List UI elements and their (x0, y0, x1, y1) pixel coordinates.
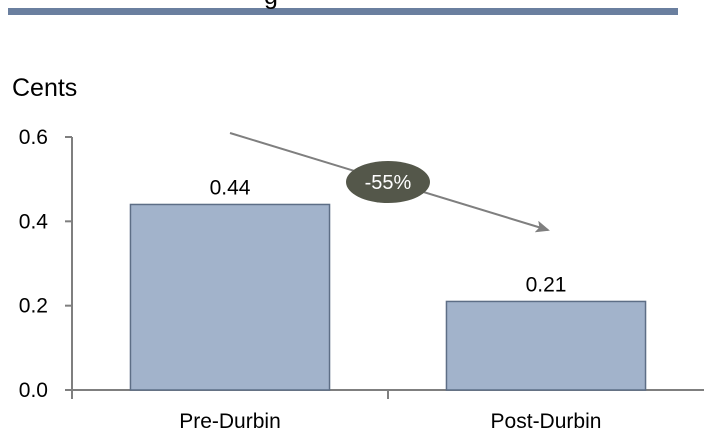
x-category-label: Post-Durbin (491, 410, 602, 433)
bar-pre-durbin (129, 203, 331, 391)
bars (129, 203, 647, 391)
data-label: 0.44 (210, 176, 251, 199)
y-tick-label: 0.6 (19, 126, 48, 149)
bar-post-durbin (445, 300, 647, 391)
y-ticks: 0.0 0.2 0.4 0.6 (19, 126, 72, 402)
change-badge-text: -55% (365, 172, 412, 194)
y-unit-label: Cents (12, 74, 77, 102)
y-tick-label: 0.2 (19, 295, 48, 318)
data-labels: 0.44 0.21 (210, 176, 567, 296)
y-tick-label: 0.0 (19, 379, 48, 402)
x-category-label: Pre-Durbin (179, 410, 281, 433)
header-title-fragment: g (264, 0, 278, 10)
header-rule (8, 8, 678, 15)
change-badge (346, 161, 430, 203)
data-label: 0.21 (526, 273, 567, 296)
y-tick-label: 0.4 (19, 210, 49, 233)
category-labels: Pre-Durbin Post-Durbin (71, 390, 602, 433)
